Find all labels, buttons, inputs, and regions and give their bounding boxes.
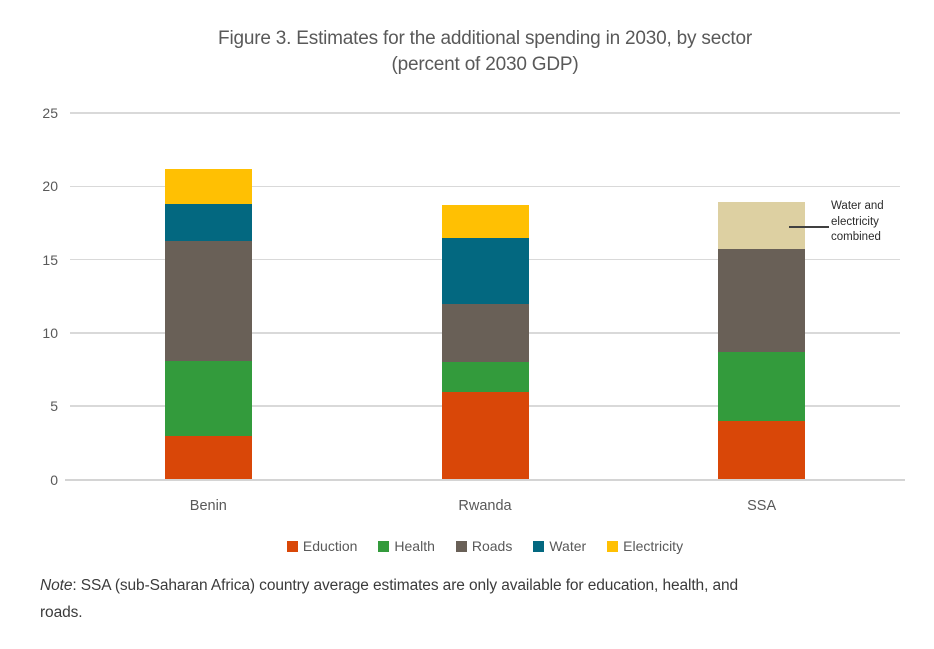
legend-swatch-roads — [455, 540, 467, 552]
bar-segment-ssa-eduction — [718, 420, 806, 480]
bar-segment-rwanda-water — [441, 237, 529, 304]
y-axis-label-25: 25 — [42, 105, 58, 121]
chart-title: Figure 3. Estimates for the additional s… — [218, 28, 752, 49]
bar-segment-benin-roads — [164, 240, 252, 361]
x-axis-label-benin: Benin — [189, 497, 227, 514]
legend-label-roads: Roads — [471, 538, 513, 554]
note-line2: roads. — [40, 604, 83, 621]
legend-label-electricity: Electricity — [623, 538, 684, 554]
y-axis-label-15: 15 — [42, 251, 58, 268]
legend-label-water: Water — [549, 538, 587, 554]
bar-segment-ssa-health — [718, 351, 806, 421]
legend-item-health: Health — [378, 538, 435, 554]
note: Note: SSA (sub-Saharan Africa) country a… — [40, 572, 915, 626]
legend-item-electricity: Electricity — [607, 538, 683, 554]
bar-segment-ssa-roads — [718, 249, 806, 352]
chart-title-block: Figure 3. Estimates for the additional s… — [35, 26, 934, 78]
x-axis-line — [65, 478, 905, 481]
gridline-y-20 — [70, 185, 900, 188]
bar-segment-rwanda-electricity — [441, 205, 529, 238]
note-prefix: Note — [40, 577, 73, 594]
bar-segment-rwanda-eduction — [441, 391, 529, 480]
note-body: : SSA (sub-Saharan Africa) country avera… — [72, 577, 739, 594]
legend-swatch-electricity — [607, 540, 619, 552]
y-axis-label-0: 0 — [50, 471, 58, 488]
legend-item-roads: Roads — [455, 538, 513, 554]
x-axis-label-ssa: SSA — [747, 497, 777, 514]
bar-segment-rwanda-health — [441, 362, 529, 392]
bar-segment-rwanda-roads — [441, 303, 529, 363]
gridline-y-25 — [70, 112, 900, 114]
legend-item-eduction: Eduction — [286, 538, 358, 554]
legend-swatch-health — [378, 540, 390, 552]
bar-segment-benin-health — [164, 360, 252, 436]
bar-segment-benin-electricity — [164, 168, 252, 204]
bar-segment-benin-water — [164, 203, 252, 241]
x-axis-label-rwanda: Rwanda — [458, 497, 512, 514]
legend-swatch-eduction — [286, 540, 298, 552]
legend: Eduction Health Roads Water Electricity — [35, 538, 934, 554]
annotation-connector-line — [789, 226, 829, 228]
legend-item-water: Water — [533, 538, 586, 554]
y-axis-label-10: 10 — [42, 324, 58, 341]
bar-segment-ssa-water-and-electricity-combined — [718, 202, 806, 250]
legend-label-health: Health — [394, 538, 435, 554]
legend-label-eduction: Eduction — [302, 538, 358, 554]
legend-swatch-water — [533, 540, 545, 552]
annotation-water-electricity-combined: Water and electricity combined — [831, 200, 884, 243]
chart-subtitle: (percent of 2030 GDP) — [391, 54, 579, 75]
y-axis-label-20: 20 — [42, 178, 58, 195]
y-axis-label-5: 5 — [50, 398, 58, 415]
bar-segment-benin-eduction — [164, 435, 252, 480]
